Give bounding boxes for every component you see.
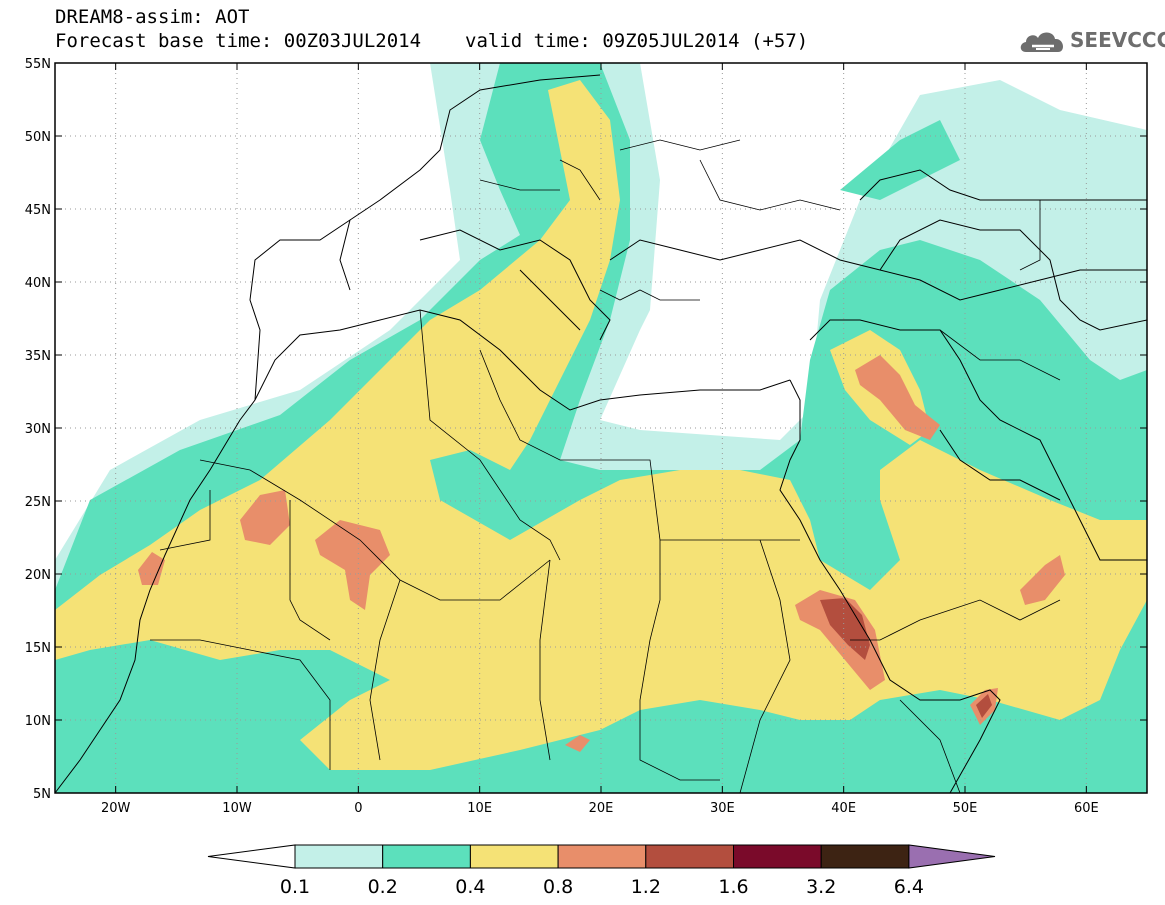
lon-tick-label: 50E: [953, 801, 978, 816]
lon-tick-label: 20E: [589, 801, 614, 816]
base-time: Forecast base time: 00Z03JUL2014: [55, 30, 422, 52]
logo-text: SEEVCCC: [1070, 28, 1165, 52]
colorbar-box: [557, 844, 647, 869]
lat-tick-label: 45N: [25, 203, 51, 218]
lon-tick-label: 40E: [831, 801, 856, 816]
map-title: DREAM8-assim: AOT: [55, 6, 250, 28]
colorbar-high-triangle: [908, 844, 996, 869]
aot-band-0-8-sudan: [795, 590, 885, 690]
colorbar-box: [733, 844, 822, 869]
colorbar-box: [294, 844, 384, 869]
aot-band-0-8-senegal: [138, 552, 165, 585]
aot-band-0-8-niger: [315, 520, 390, 610]
colorbar: 0.1 0.2 0.4 0.8 1.2 1.6 3.2 6.4: [207, 844, 996, 898]
aot-band-0-4: [55, 80, 1147, 770]
lat-tick-label: 20N: [25, 568, 51, 583]
forecast-times: Forecast base time: 00Z03JUL2014 valid ti…: [55, 30, 808, 52]
aot-band-0-8-iraq: [855, 355, 940, 440]
cloud-icon: [1020, 32, 1064, 52]
lat-tick-label: 15N: [25, 641, 51, 656]
lon-tick-label: 10W: [222, 801, 252, 816]
aot-band-0-8-mali: [240, 490, 290, 545]
country-borders: [150, 139, 1061, 794]
seevccc-logo: SEEVCCC: [1018, 26, 1165, 56]
colorbar-box: [645, 844, 734, 869]
lat-tick-label: 10N: [25, 714, 51, 729]
latitude-axis: 55N 50N 45N 40N 35N 30N 25N 20N 15N 10N 5N: [25, 57, 1147, 802]
lat-tick-label: 40N: [25, 276, 51, 291]
lon-tick-label: 0: [354, 801, 362, 816]
lat-tick-label: 50N: [25, 130, 51, 145]
lon-tick-label: 60E: [1074, 801, 1099, 816]
valid-time: valid time: 09Z05JUL2014 (+57): [465, 30, 809, 52]
coastlines: [54, 74, 1148, 794]
aot-band-0-8-chad: [565, 735, 590, 752]
lon-tick-label: 10E: [467, 801, 492, 816]
colorbar-label: 1.6: [718, 876, 748, 898]
map-grid: [55, 63, 1147, 793]
lat-tick-label: 30N: [25, 422, 51, 437]
aot-band-1-2-somalia: [976, 694, 992, 718]
aot-band-0-2-north: [840, 120, 960, 200]
colorbar-label: 0.4: [455, 876, 485, 898]
lat-tick-label: 25N: [25, 495, 51, 510]
colorbar-label: 3.2: [806, 876, 836, 898]
lon-tick-label: 30E: [710, 801, 735, 816]
colorbar-label: 0.1: [280, 876, 310, 898]
colorbar-label: 0.8: [543, 876, 573, 898]
colorbar-label: 6.4: [894, 876, 924, 898]
lon-tick-label: 20W: [101, 801, 131, 816]
colorbar-label: 1.2: [631, 876, 661, 898]
lat-tick-label: 55N: [25, 57, 51, 72]
colorbar-low-triangle: [207, 844, 296, 869]
longitude-axis: 20W 10W 0 10E 20E 30E 40E 50E 60E: [101, 63, 1099, 816]
colorbar-box: [469, 844, 559, 869]
aot-band-0-8-oman: [1020, 555, 1065, 605]
colorbar-label: 0.2: [368, 876, 398, 898]
aot-band-1-2-sudan: [820, 598, 870, 660]
colorbar-box: [382, 844, 471, 869]
colorbar-box: [820, 844, 910, 869]
lat-tick-label: 35N: [25, 349, 51, 364]
lat-tick-label: 5N: [33, 787, 51, 802]
